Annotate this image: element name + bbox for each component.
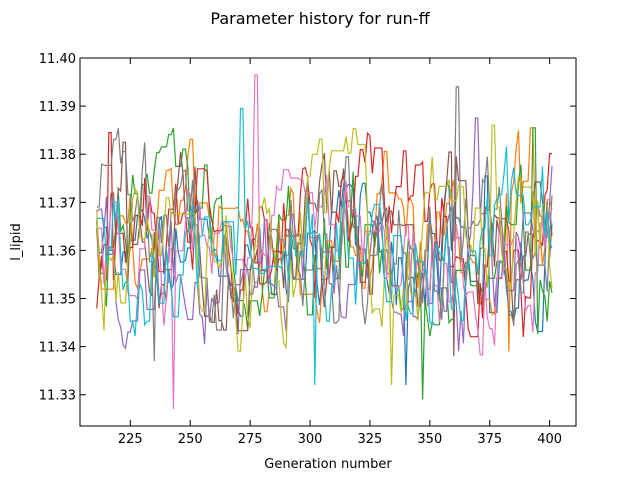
x-axis-label: Generation number: [264, 457, 392, 472]
series-line-3: [96, 127, 553, 400]
x-tick-label: 250: [178, 432, 203, 447]
series-line-4: [96, 131, 552, 338]
y-tick-label: 11.38: [39, 148, 76, 163]
series-line-8: [96, 86, 553, 362]
tick-group: 225 250 275 300 325 350 375 400 11.33 11.34 11.35 1…: [39, 52, 576, 447]
x-tick-label: 350: [417, 432, 442, 447]
x-tick-label: 325: [358, 432, 383, 447]
series-line-10: [96, 107, 553, 386]
y-tick-label: 11.34: [39, 341, 76, 356]
series-line-9: [96, 124, 553, 386]
x-tick-label: 400: [537, 432, 562, 447]
plot-series-group: [96, 74, 553, 410]
series-line-7: [96, 74, 553, 410]
x-tick-label: 375: [477, 432, 502, 447]
y-tick-label: 11.37: [39, 196, 76, 211]
chart-title: Parameter history for run-ff: [210, 9, 430, 28]
y-tick-label: 11.35: [39, 293, 76, 308]
y-tick-label: 11.36: [39, 244, 76, 259]
series-line-6: [96, 141, 553, 357]
y-tick-label: 11.39: [39, 100, 76, 115]
x-tick-label: 300: [298, 432, 323, 447]
x-tick-label: 275: [238, 432, 263, 447]
y-tick-label: 11.33: [39, 389, 76, 404]
y-tick-label: 11.40: [39, 52, 76, 67]
plot-frame: [79, 57, 577, 427]
x-tick-label: 225: [118, 432, 143, 447]
y-axis-label: l_lipid: [9, 223, 24, 260]
